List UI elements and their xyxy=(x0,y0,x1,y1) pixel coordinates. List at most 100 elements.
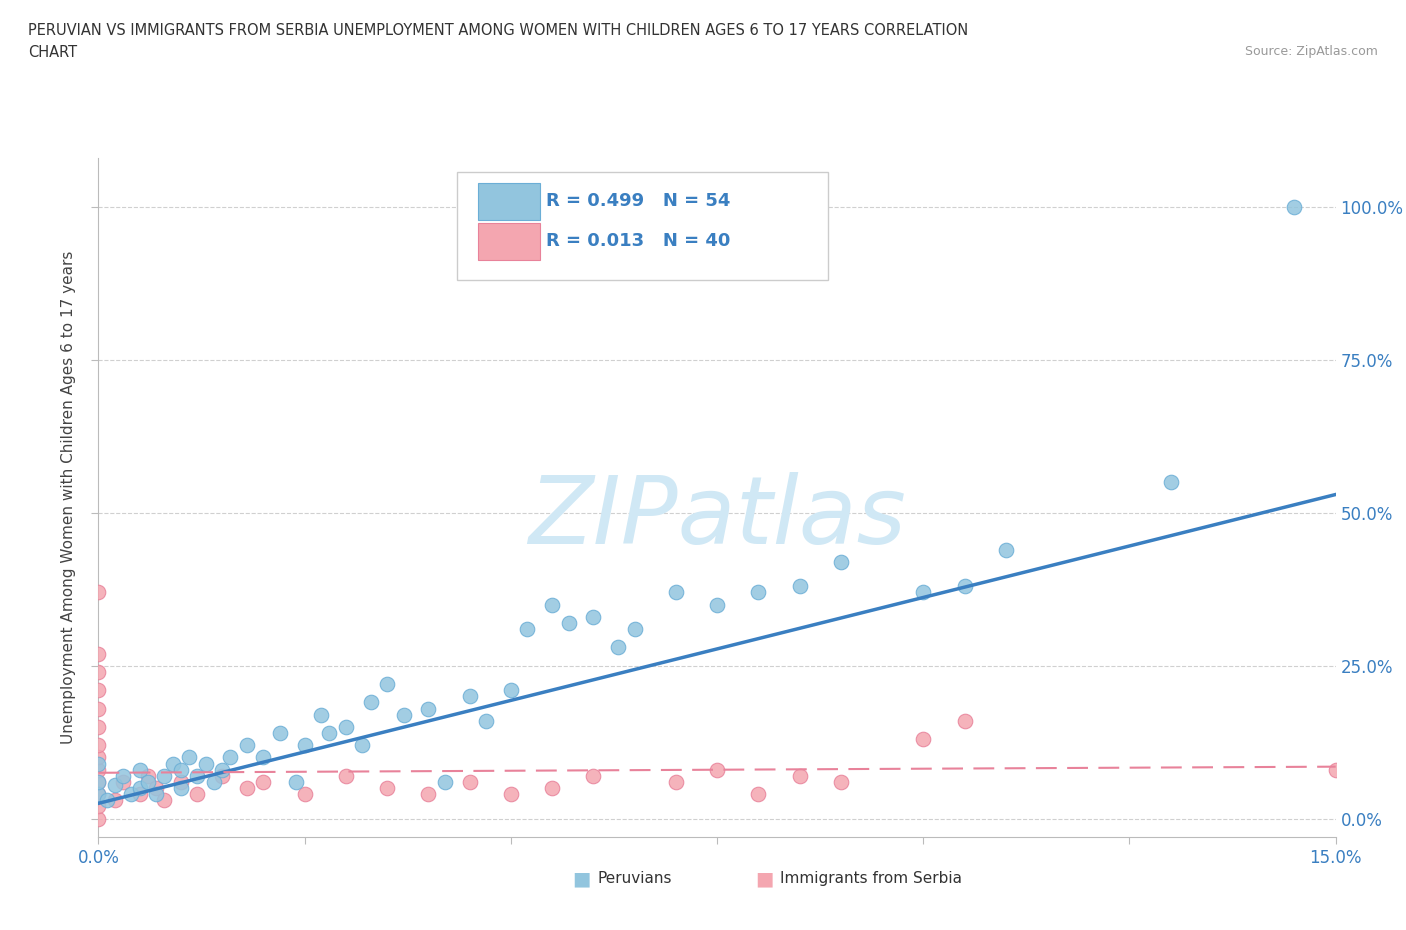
Point xyxy=(186,787,208,802)
Point xyxy=(96,793,118,808)
Point xyxy=(309,707,332,722)
Point xyxy=(87,811,110,826)
Point xyxy=(87,787,110,802)
Text: R = 0.499   N = 54: R = 0.499 N = 54 xyxy=(547,192,731,210)
Point xyxy=(252,751,274,765)
Point xyxy=(1284,200,1306,215)
Point xyxy=(136,768,159,783)
Text: ■: ■ xyxy=(572,870,591,888)
Point xyxy=(392,707,415,722)
Point xyxy=(87,775,110,790)
Point xyxy=(582,768,605,783)
Point xyxy=(87,664,110,679)
Point xyxy=(120,787,142,802)
Point xyxy=(87,683,110,698)
Point xyxy=(219,751,242,765)
Point xyxy=(475,713,498,728)
Point xyxy=(789,578,811,593)
Point xyxy=(186,768,208,783)
Point xyxy=(87,775,110,790)
Point xyxy=(1160,475,1182,490)
Point xyxy=(375,780,398,795)
Text: Immigrants from Serbia: Immigrants from Serbia xyxy=(780,871,962,886)
Point xyxy=(418,787,440,802)
Point xyxy=(285,775,308,790)
Point xyxy=(582,609,605,624)
Point xyxy=(665,775,688,790)
Point xyxy=(128,780,150,795)
Point xyxy=(541,597,564,612)
Point xyxy=(87,720,110,735)
Point xyxy=(128,787,150,802)
Point xyxy=(294,787,316,802)
Text: Peruvians: Peruvians xyxy=(598,871,672,886)
Point xyxy=(499,787,522,802)
Point xyxy=(458,689,481,704)
Point xyxy=(112,768,135,783)
Point xyxy=(202,775,225,790)
Point xyxy=(87,737,110,752)
Text: ZIPatlas: ZIPatlas xyxy=(529,472,905,564)
Point xyxy=(236,737,259,752)
Point xyxy=(145,787,167,802)
Point xyxy=(153,768,176,783)
Point xyxy=(418,701,440,716)
Point xyxy=(170,775,193,790)
Point xyxy=(252,775,274,790)
Point xyxy=(128,763,150,777)
Point xyxy=(179,751,201,765)
Point xyxy=(87,756,110,771)
Point xyxy=(994,542,1017,557)
FancyBboxPatch shape xyxy=(478,182,540,219)
Point xyxy=(433,775,456,790)
Point xyxy=(747,585,769,600)
Point xyxy=(87,585,110,600)
Point xyxy=(136,775,159,790)
Point xyxy=(912,732,935,747)
Point xyxy=(104,777,127,792)
Point xyxy=(145,780,167,795)
Point xyxy=(499,683,522,698)
Point xyxy=(318,725,340,740)
Point xyxy=(211,768,233,783)
Text: CHART: CHART xyxy=(28,45,77,60)
Point xyxy=(830,775,852,790)
Point xyxy=(269,725,291,740)
Point xyxy=(112,775,135,790)
Point xyxy=(953,578,976,593)
Point xyxy=(912,585,935,600)
Point xyxy=(236,780,259,795)
FancyBboxPatch shape xyxy=(478,222,540,260)
Point xyxy=(375,677,398,692)
Point xyxy=(557,616,579,631)
Point xyxy=(170,763,193,777)
Point xyxy=(87,751,110,765)
Point xyxy=(607,640,630,655)
Point xyxy=(211,763,233,777)
Point xyxy=(830,554,852,569)
Point xyxy=(623,621,645,636)
Point xyxy=(1324,763,1347,777)
Point xyxy=(87,799,110,814)
Point xyxy=(706,763,728,777)
Point xyxy=(194,756,217,771)
FancyBboxPatch shape xyxy=(457,172,828,280)
Point xyxy=(458,775,481,790)
Point xyxy=(516,621,538,636)
Text: PERUVIAN VS IMMIGRANTS FROM SERBIA UNEMPLOYMENT AMONG WOMEN WITH CHILDREN AGES 6: PERUVIAN VS IMMIGRANTS FROM SERBIA UNEMP… xyxy=(28,23,969,38)
Text: ■: ■ xyxy=(755,870,773,888)
Point xyxy=(335,720,357,735)
Point xyxy=(747,787,769,802)
Text: R = 0.013   N = 40: R = 0.013 N = 40 xyxy=(547,232,731,250)
Point xyxy=(665,585,688,600)
Point xyxy=(352,737,374,752)
Point xyxy=(87,787,110,802)
Point xyxy=(153,793,176,808)
Point xyxy=(335,768,357,783)
Point xyxy=(541,780,564,795)
Point xyxy=(87,646,110,661)
Y-axis label: Unemployment Among Women with Children Ages 6 to 17 years: Unemployment Among Women with Children A… xyxy=(60,251,76,744)
Point xyxy=(170,780,193,795)
Point xyxy=(294,737,316,752)
Point xyxy=(360,695,382,710)
